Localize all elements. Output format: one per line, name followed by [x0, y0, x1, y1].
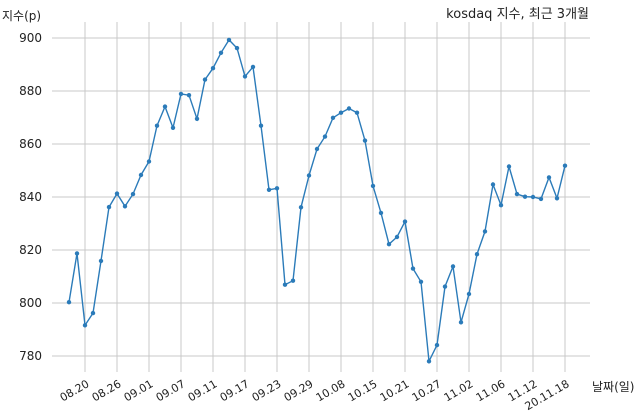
y-tick-labels: 780 800 820 840 860 880 900 [19, 31, 42, 363]
series-points [66, 37, 568, 364]
data-point [538, 196, 544, 202]
data-point [418, 279, 424, 284]
data-point [138, 172, 144, 178]
data-point [322, 134, 328, 139]
data-point [226, 37, 232, 43]
data-point [266, 187, 272, 192]
data-point [130, 191, 136, 197]
x-tick-label: 09.29 [282, 377, 316, 404]
data-point [338, 110, 344, 115]
data-point [442, 284, 448, 289]
x-tick-label: 08.20 [58, 377, 92, 404]
data-point [122, 204, 128, 209]
y-tick-label: 800 [19, 296, 42, 310]
data-point [74, 251, 80, 256]
series-line [68, 38, 566, 364]
data-point [298, 205, 304, 210]
data-point [242, 74, 248, 79]
x-tick-label: 10.27 [410, 377, 444, 404]
x-tick-label: 08.26 [90, 377, 124, 404]
y-tick-label: 780 [19, 349, 42, 363]
data-point [306, 173, 312, 178]
x-gridlines [84, 22, 566, 372]
data-point [282, 282, 288, 287]
data-point [370, 183, 376, 189]
data-point [114, 191, 120, 196]
x-tick-label: 11.06 [474, 377, 508, 404]
data-point [218, 50, 224, 55]
data-point [506, 164, 512, 169]
data-point [90, 310, 96, 316]
data-point [82, 323, 88, 328]
y-tick-label: 860 [19, 137, 42, 151]
data-point [154, 123, 160, 128]
data-point [554, 196, 560, 201]
x-tick-label: 09.01 [122, 377, 156, 404]
y-tick-label: 880 [19, 84, 42, 98]
y-tick-label: 900 [19, 31, 42, 45]
x-tick-label: 11.02 [442, 377, 476, 404]
data-point [482, 229, 488, 234]
data-point [258, 123, 264, 128]
data-point [474, 252, 480, 257]
data-point [170, 125, 176, 130]
data-point [66, 300, 72, 305]
data-point [234, 45, 240, 51]
x-tick-label: 09.23 [250, 377, 284, 404]
x-tick-label: 09.11 [186, 377, 220, 404]
data-point [450, 264, 456, 269]
x-tick-label: 09.17 [218, 377, 252, 404]
data-point [98, 258, 104, 264]
data-point [202, 77, 208, 82]
data-point [290, 278, 296, 283]
data-point [146, 159, 152, 164]
data-point [314, 146, 320, 152]
y-tick-label: 820 [19, 243, 42, 257]
data-point [498, 203, 504, 208]
y-gridlines [52, 37, 590, 357]
data-point [514, 191, 520, 197]
data-point [330, 115, 336, 121]
data-point [546, 175, 552, 180]
chart-title: kosdaq 지수, 최근 3개월 [446, 7, 589, 22]
data-point [466, 291, 472, 297]
data-point [378, 210, 384, 216]
data-point [106, 204, 112, 210]
x-axis-label: 날짜(일) [592, 380, 634, 394]
x-tick-label: 10.21 [378, 377, 412, 404]
data-point [402, 219, 408, 224]
data-point [490, 182, 496, 187]
x-tick-labels: 08.2008.2609.0109.0709.1109.1709.2309.29… [58, 377, 572, 413]
data-point [210, 66, 216, 71]
data-point [250, 64, 256, 70]
data-point [562, 163, 568, 168]
data-point [394, 234, 400, 240]
data-point [162, 104, 168, 109]
data-point [362, 138, 368, 143]
data-point [386, 242, 392, 247]
x-tick-label: 10.15 [346, 377, 380, 404]
y-axis-label: 지수(p) [2, 9, 41, 23]
data-point [186, 93, 192, 98]
y-tick-label: 840 [19, 190, 42, 204]
x-tick-label: 09.07 [154, 377, 188, 404]
data-point [346, 106, 352, 111]
data-point [274, 186, 280, 191]
data-point [178, 91, 184, 97]
data-point [458, 320, 464, 325]
data-point [410, 266, 416, 271]
x-tick-label: 10.08 [314, 377, 348, 404]
data-point [434, 342, 440, 348]
data-point [426, 359, 432, 364]
data-point [194, 116, 200, 122]
data-point [522, 194, 528, 199]
data-point [530, 194, 536, 200]
data-point [354, 110, 360, 115]
